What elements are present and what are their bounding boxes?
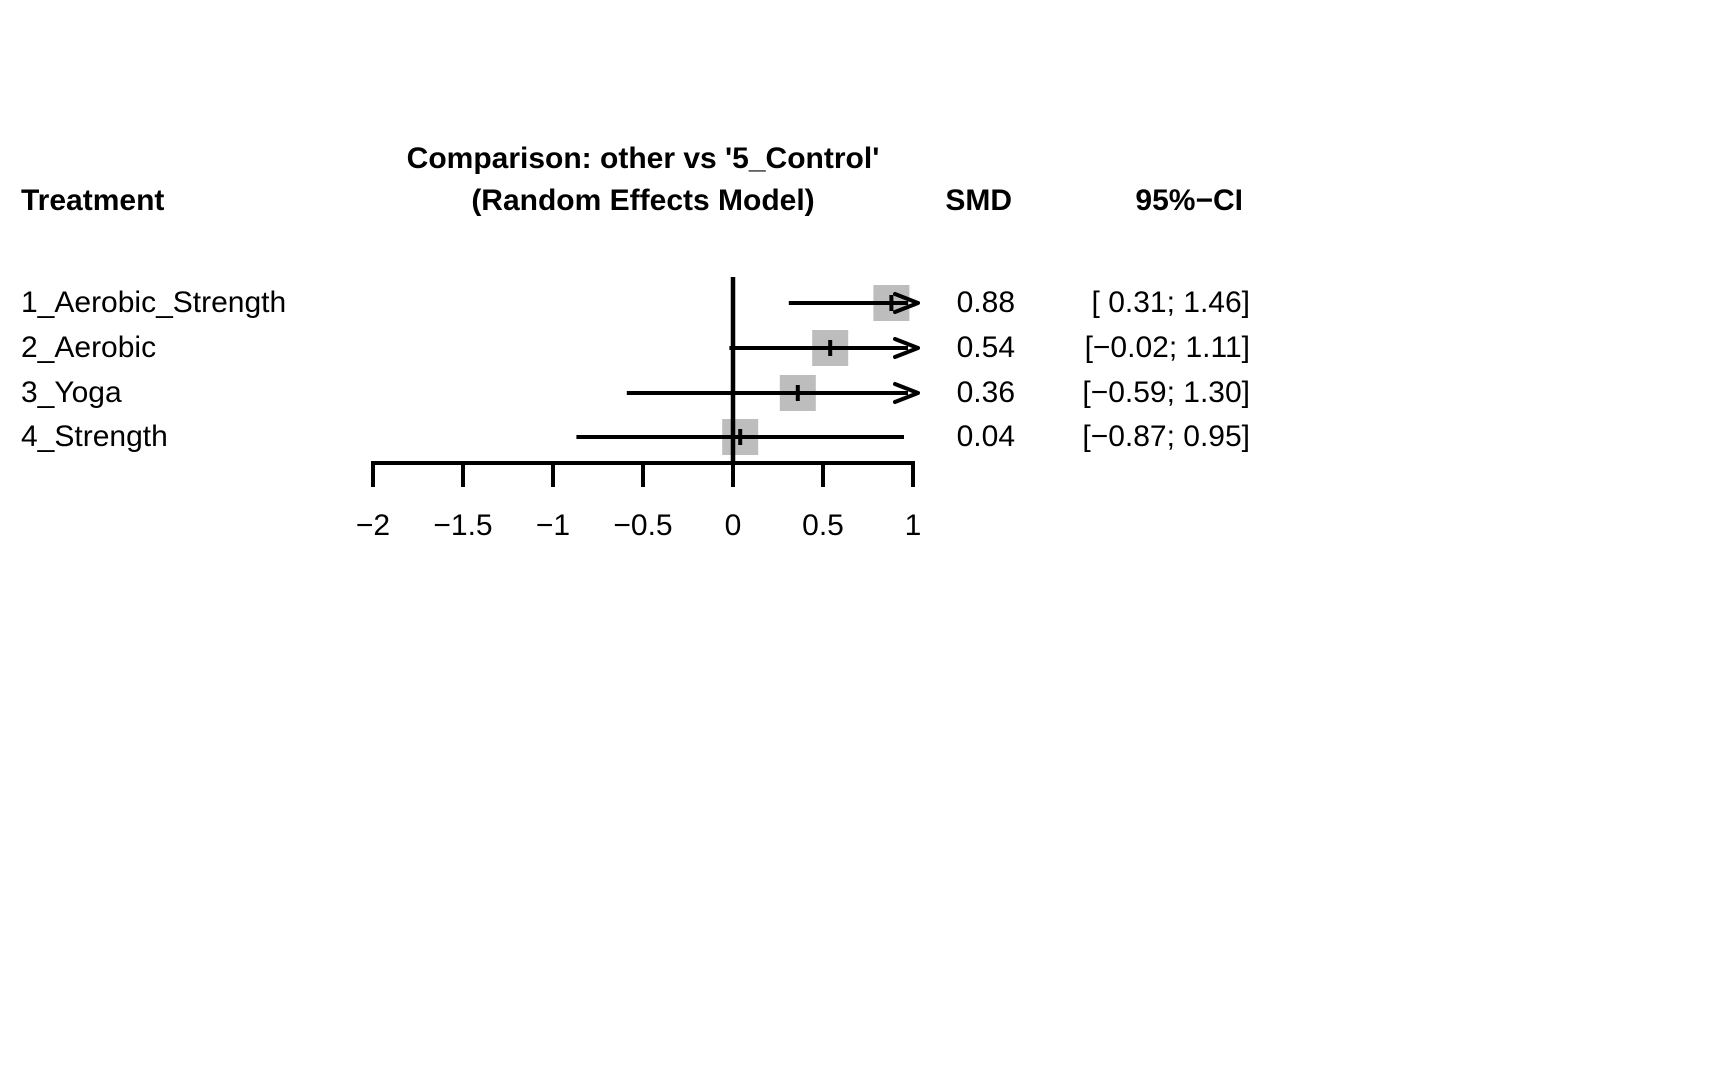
x-axis-tick-label: −0.5 bbox=[613, 509, 673, 542]
smd-value: 0.54 bbox=[956, 331, 1015, 364]
plot-title-line2: (Random Effects Model) bbox=[471, 184, 815, 217]
treatment-label: 3_Yoga bbox=[21, 376, 122, 409]
column-header-treatment: Treatment bbox=[21, 184, 165, 217]
ci-value: [−0.02; 1.11] bbox=[1084, 331, 1250, 364]
column-header-smd: SMD bbox=[945, 184, 1012, 217]
smd-value: 0.04 bbox=[956, 420, 1015, 453]
ci-value: [ 0.31; 1.46] bbox=[1091, 286, 1250, 319]
treatment-label: 2_Aerobic bbox=[21, 331, 157, 364]
plot-title-line1: Comparison: other vs '5_Control' bbox=[406, 142, 880, 175]
column-header-ci: 95%−CI bbox=[1135, 184, 1243, 217]
ci-clip-arrow bbox=[893, 337, 920, 359]
ci-clip-arrow bbox=[893, 292, 920, 314]
smd-value: 0.36 bbox=[956, 376, 1015, 409]
treatment-label: 4_Strength bbox=[21, 420, 168, 453]
ci-value: [−0.87; 0.95] bbox=[1082, 420, 1250, 453]
ci-clip-arrow bbox=[893, 382, 920, 404]
smd-value: 0.88 bbox=[956, 286, 1015, 319]
x-axis-tick-label: 0.5 bbox=[802, 509, 844, 542]
x-axis-tick-label: −1 bbox=[535, 509, 571, 542]
ci-value: [−0.59; 1.30] bbox=[1082, 376, 1250, 409]
x-axis-tick-label: −1.5 bbox=[433, 509, 493, 542]
x-axis-tick-label: 0 bbox=[724, 509, 742, 542]
treatment-label: 1_Aerobic_Strength bbox=[21, 286, 287, 319]
x-axis-tick-label: −2 bbox=[355, 509, 391, 542]
x-axis-tick-label: 1 bbox=[904, 509, 922, 542]
